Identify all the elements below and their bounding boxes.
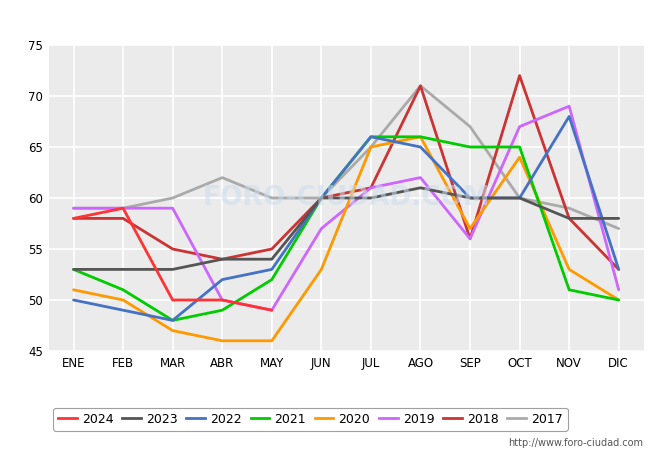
Text: FORO-CIUDAD.COM: FORO-CIUDAD.COM <box>202 185 490 211</box>
Text: Afiliados en Noceda del Bierzo a 31/5/2024: Afiliados en Noceda del Bierzo a 31/5/20… <box>146 11 504 29</box>
Legend: 2024, 2023, 2022, 2021, 2020, 2019, 2018, 2017: 2024, 2023, 2022, 2021, 2020, 2019, 2018… <box>53 408 567 431</box>
Text: http://www.foro-ciudad.com: http://www.foro-ciudad.com <box>508 438 644 448</box>
